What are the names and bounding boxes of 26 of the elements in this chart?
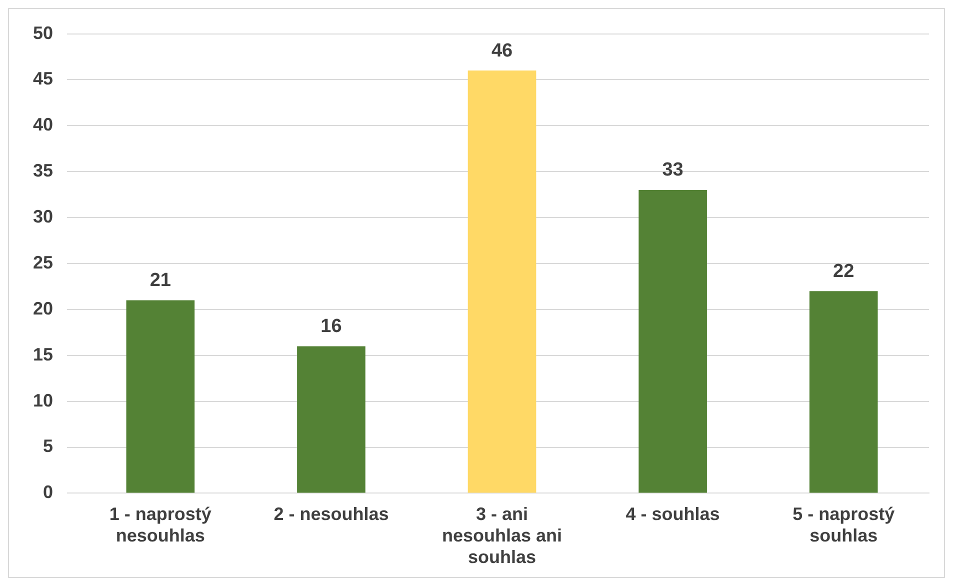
x-tick-label: 1 - naprostý nesouhlas: [109, 504, 212, 546]
y-tick-label: 50: [32, 22, 54, 43]
x-tick-label: 3 - ani nesouhlas ani souhlas: [442, 504, 562, 568]
y-tick-label: 35: [32, 160, 54, 181]
x-tick-label: 2 - nesouhlas: [274, 504, 389, 524]
bar: [468, 70, 536, 493]
y-tick-label: 5: [43, 436, 54, 456]
bar: [809, 291, 878, 493]
data-label: 46: [491, 40, 513, 62]
data-label: 21: [150, 270, 172, 291]
data-label: 22: [833, 260, 854, 282]
y-tick-label: 25: [32, 252, 54, 272]
y-tick-label: 10: [32, 390, 54, 410]
bar: [126, 300, 195, 493]
data-label: 16: [320, 316, 342, 337]
y-tick-label: 20: [32, 298, 54, 318]
data-label: 33: [662, 160, 684, 181]
x-tick-label: 4 - souhlas: [626, 504, 720, 524]
y-tick-label: 30: [32, 206, 54, 227]
y-tick-label: 40: [32, 114, 54, 135]
bar: [638, 190, 707, 493]
bar: [297, 346, 366, 493]
y-tick-label: 0: [43, 482, 54, 502]
x-tick-label: 5 - naprostý souhlas: [792, 504, 895, 546]
y-tick-label: 15: [32, 344, 54, 364]
y-tick-label: 45: [32, 68, 54, 89]
